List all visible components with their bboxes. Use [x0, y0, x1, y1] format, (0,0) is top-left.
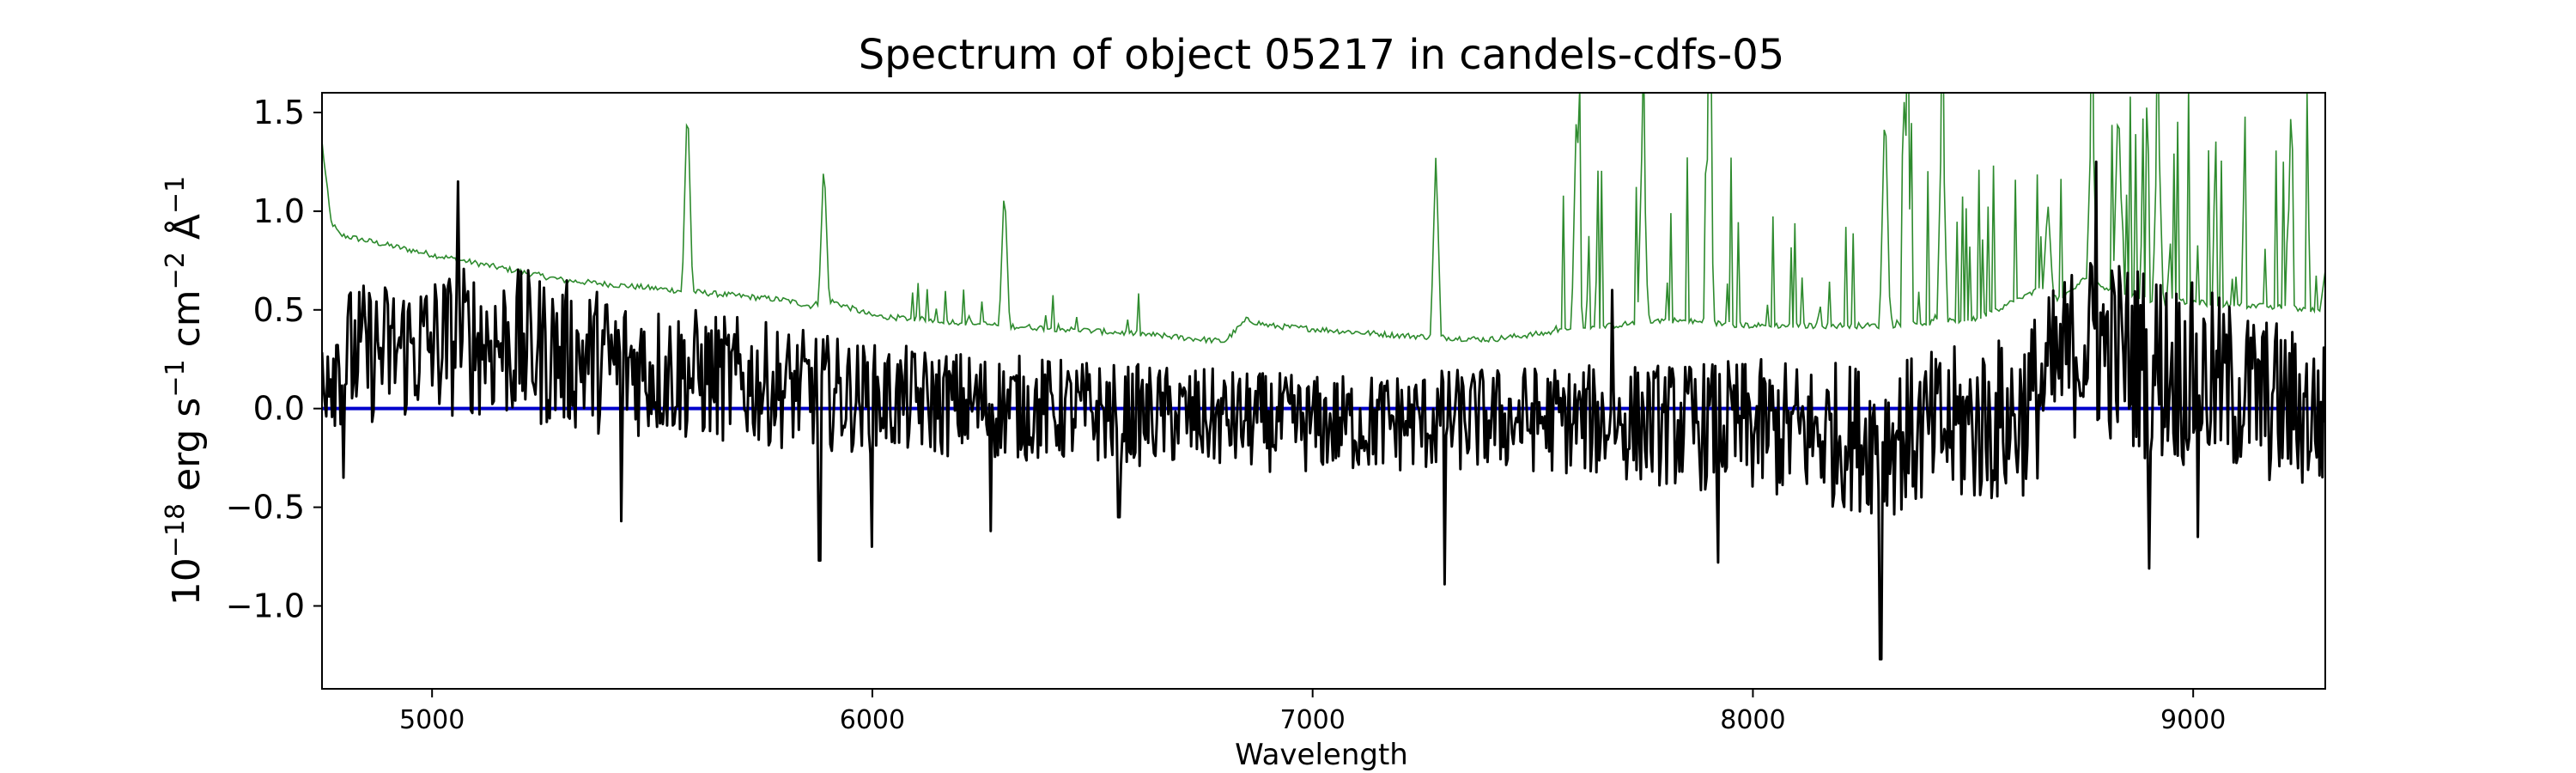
- y-axis-label-unit2: cm: [165, 289, 209, 359]
- y-tick-label: −0.5: [226, 489, 305, 526]
- y-axis-label-base: 10: [165, 557, 209, 606]
- x-axis-ticks: 5000 6000 7000 8000 9000: [399, 689, 2226, 735]
- y-tick-label: 0.5: [253, 291, 305, 329]
- x-axis-label: Wavelength: [1235, 738, 1408, 772]
- plot-area: [322, 93, 2325, 660]
- y-tick-label: 0.0: [253, 390, 305, 428]
- chart-title: Spectrum of object 05217 in candels-cdfs…: [859, 31, 1785, 79]
- y-axis-label-unit3: Å: [163, 214, 209, 252]
- x-tick-label: 9000: [2160, 705, 2226, 735]
- x-tick-label: 5000: [399, 705, 465, 735]
- y-axis-label-exp1: −1: [161, 359, 191, 397]
- error-spectrum-line: [322, 93, 2325, 344]
- y-axis-label-exp2: −2: [161, 252, 191, 289]
- series-layer: [322, 93, 2325, 660]
- axes-frame: [321, 92, 2326, 690]
- y-axis-ticks: −1.0 −0.5 0.0 0.5 1.0 1.5: [226, 94, 322, 624]
- y-tick-label: 1.5: [253, 94, 305, 131]
- y-axis-label: 10−18 erg s−1 cm−2 Å−1: [161, 176, 209, 606]
- y-axis-label-exp3: −1: [161, 176, 191, 214]
- y-axis-label-unit1: erg s: [165, 398, 209, 503]
- y-axis-label-exp-base: −18: [161, 503, 191, 557]
- y-tick-label: −1.0: [226, 587, 305, 624]
- flux-spectrum-line: [322, 160, 2325, 660]
- y-tick-label: 1.0: [253, 192, 305, 230]
- x-tick-label: 7000: [1280, 705, 1346, 735]
- x-tick-label: 8000: [1720, 705, 1785, 735]
- x-tick-label: 6000: [840, 705, 905, 735]
